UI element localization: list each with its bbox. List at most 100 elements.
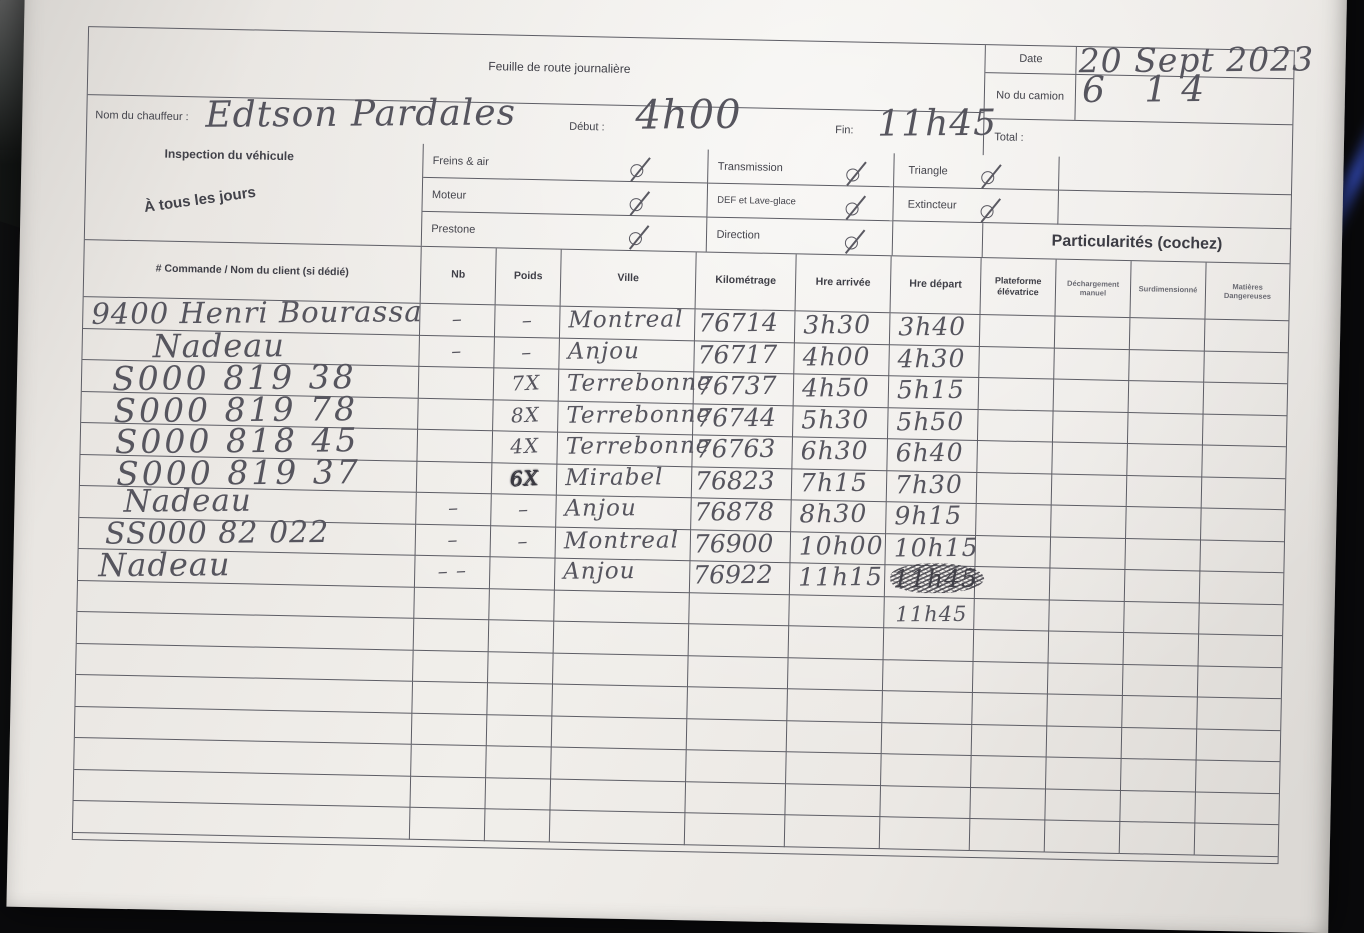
empty-cell [1044,820,1121,854]
empty-cell [1196,728,1281,763]
poids-handwritten: 8X [510,401,541,428]
ville-handwritten: Mirabel [565,463,664,491]
depart-handwritten: 4h30 [897,343,966,373]
poids-handwritten: – [521,307,534,333]
depart-handwritten-crossed-out: 11h45 [893,563,979,594]
km-handwritten: 76763 [695,433,776,464]
empty-cell [1121,727,1198,761]
arrivee-handwritten: 3h30 [803,309,872,340]
empty-cell [551,716,688,751]
nb-handwritten: – – [436,557,468,584]
empty-cell [485,777,552,811]
empty-cell [786,752,882,786]
empty-cell [971,755,1047,789]
empty-cell [686,718,788,753]
empty-cell [1122,664,1199,698]
empty-cell [551,747,687,782]
empty-cell [1195,791,1279,826]
empty-cell [882,659,974,693]
inspection-item-def: DEF et Lave-glace [707,183,894,222]
ville-handwritten: Terrebonne [566,401,712,429]
empty-cell [686,750,787,784]
start-time-handwritten: 4h00 [635,92,742,139]
poids-handwritten: – [520,339,533,364]
poids-handwritten: 7X [510,370,542,396]
date-label: Date [985,45,1078,74]
nb-handwritten: – [450,337,463,363]
km-handwritten: 76900 [693,528,774,558]
order-client-handwritten: 9400 Henri Bourassa [91,294,423,331]
empty-cell [550,779,687,814]
km-handwritten: 76744 [696,402,777,432]
poids-handwritten: – [516,528,529,553]
empty-cell [788,626,885,660]
empty-cell [1059,156,1293,196]
empty-cell [973,630,1050,664]
empty-cell [1058,190,1292,230]
col-header-plateforme: Plateforme élévatrice [980,258,1057,316]
end-time-handwritten: 11h45 [877,103,998,146]
empty-cell [1048,631,1125,665]
empty-cell [413,618,490,652]
depart-handwritten: 5h50 [896,406,965,436]
empty-cell [1197,697,1281,731]
col-header-nb: Nb [420,246,497,305]
inspection-item-direction: Direction [707,218,892,256]
empty-cell [1045,788,1121,822]
order-client-handwritten: Nadeau [152,325,286,365]
empty-cell [879,817,971,851]
empty-cell [409,807,486,841]
empty-cell [1195,760,1280,794]
inspection-item-prestone: Prestone [422,212,707,252]
ville-handwritten: Terrebonne [565,432,711,460]
empty-cell [1197,666,1282,700]
empty-cell [971,724,1048,758]
ville-handwritten: Anjou [564,495,637,522]
empty-cell [1119,821,1196,855]
empty-cell [785,783,882,818]
km-handwritten: 76823 [695,465,775,495]
empty-cell [414,587,490,621]
empty-cell [486,714,553,748]
corrected-depart-handwritten: 11h45 [895,601,968,627]
depart-handwritten: 5h15 [896,374,965,405]
empty-cell [1122,696,1198,729]
empty-cell [892,221,984,258]
arrivee-handwritten: 4h50 [801,372,870,403]
poids-handwritten: 6X [509,464,540,491]
route-table: # Commande / Nom du client (si dédié) Nb… [72,239,1290,857]
inspection-item-transmission: Transmission [708,149,894,188]
col-header-dechargement: Déchargement manuel [1055,259,1132,318]
empty-cell [552,653,689,688]
form-title: Feuille de route journalière [488,59,631,76]
empty-cell [688,624,790,658]
nb-handwritten: – [447,495,460,520]
empty-cell [553,621,690,656]
ville-handwritten: Anjou [563,558,636,585]
empty-cell [974,598,1050,632]
order-client-handwritten: Nadeau [98,545,231,585]
col-header-commande: # Commande / Nom du client (si dédié) [83,240,422,303]
arrivee-handwritten: 4h00 [802,341,871,371]
col-header-poids: Poids [495,248,562,306]
check-circle-icon [844,236,859,250]
empty-cell [882,691,973,725]
depart-handwritten: 3h40 [898,311,967,342]
empty-cell [554,590,690,625]
km-handwritten: 76737 [696,370,777,401]
empty-cell [1046,725,1123,759]
inspection-item-extincteur: Extincteur [893,187,1060,225]
inspection-subtitle: À tous les jours [143,183,257,216]
empty-cell [1198,634,1283,668]
inspection-item-freins: Freins & air [423,143,709,184]
inspection-item-moteur: Moteur [422,177,708,218]
check-circle-icon [630,164,644,178]
driver-label: Nom du chauffeur : [95,109,189,124]
nb-handwritten: – [446,526,459,552]
empty-cell [786,720,883,755]
col-header-hre-depart: Hre départ [890,256,982,315]
empty-cell [969,818,1046,852]
arrivee-handwritten: 8h30 [799,498,868,529]
check-circle-icon [980,205,994,219]
empty-cell [689,592,790,627]
